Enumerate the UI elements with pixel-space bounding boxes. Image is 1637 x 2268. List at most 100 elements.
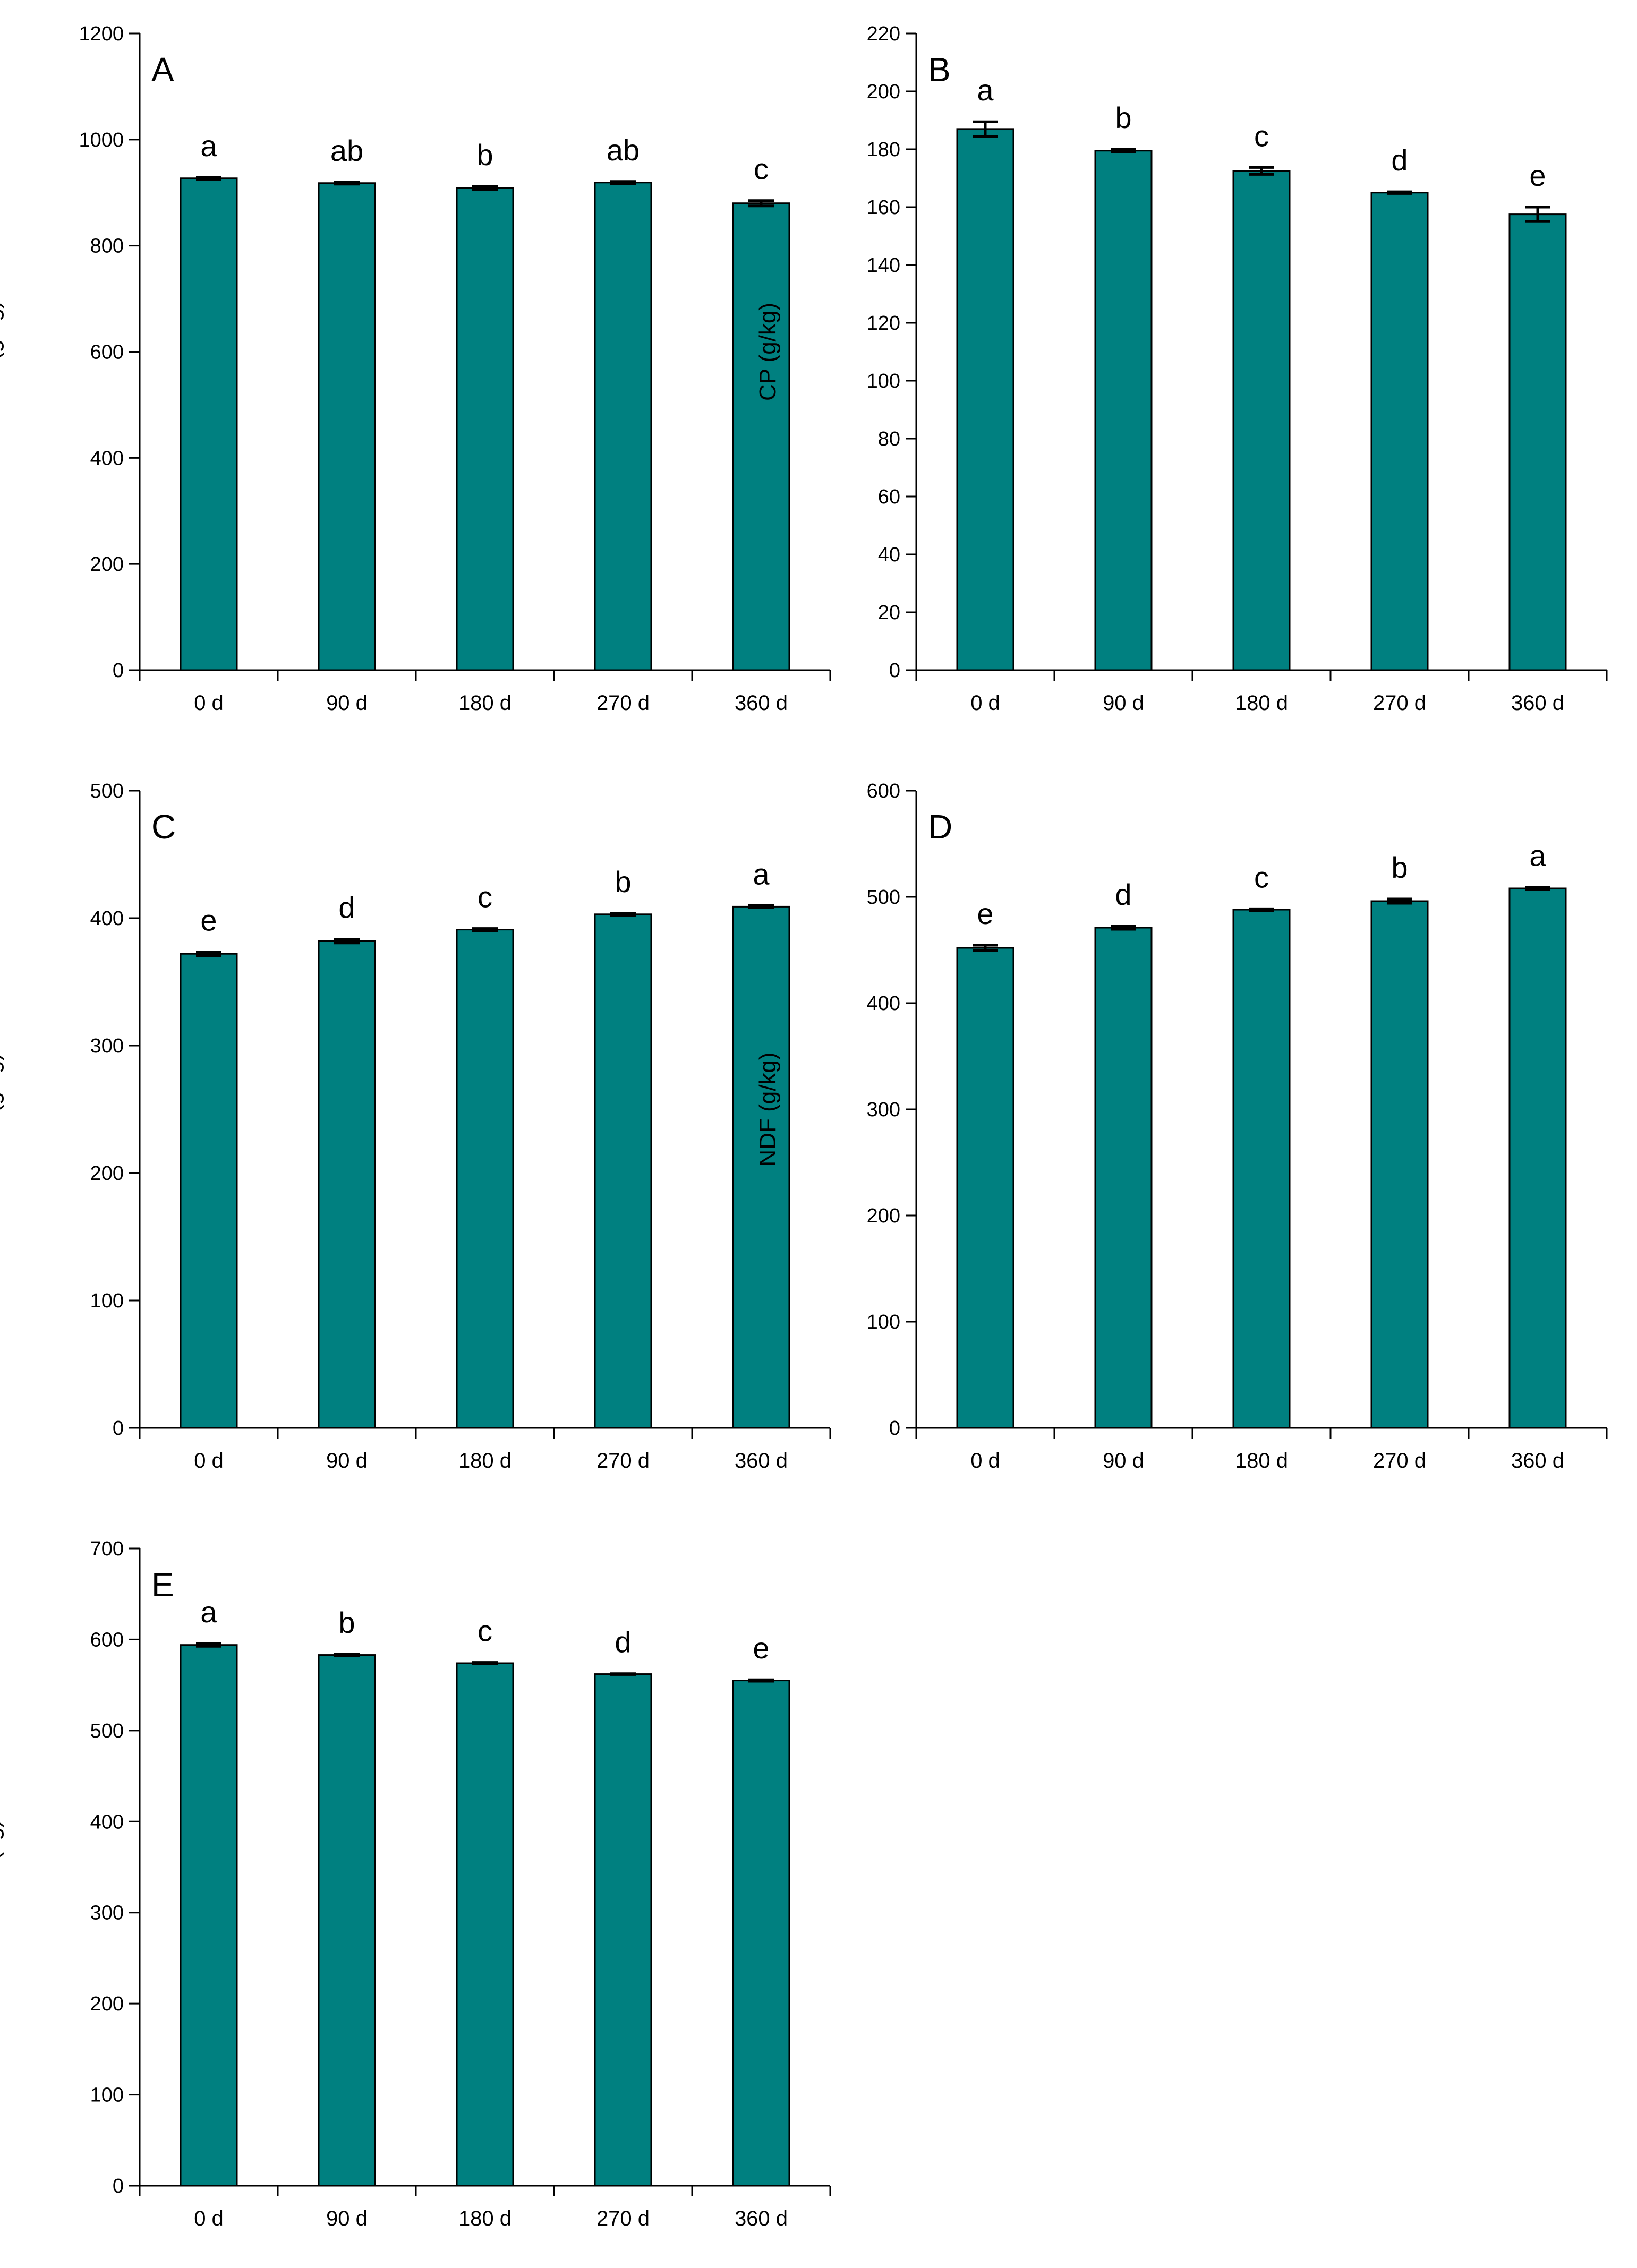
chart-panel-b: a b c d e 0 20 40 60 80 100 120 140 160 180 200 220 0 d 90… xyxy=(755,23,1608,715)
significance-label: e xyxy=(200,904,217,937)
y-axis-title: NDF (g/kg) xyxy=(755,1052,781,1166)
bar xyxy=(456,187,514,671)
y-tick-label: 400 xyxy=(90,1811,124,1833)
error-bar xyxy=(610,1672,636,1676)
bar xyxy=(318,182,376,671)
x-tick-label: 0 d xyxy=(194,691,224,715)
error-bar xyxy=(610,180,636,185)
error-bar xyxy=(748,904,774,909)
y-tick-label: 1200 xyxy=(79,23,124,45)
x-tick-label: 270 d xyxy=(596,2207,650,2230)
x-tick-label: 180 d xyxy=(458,691,511,715)
y-tick-label: 500 xyxy=(90,1720,124,1742)
bar xyxy=(1508,887,1567,1429)
y-tick-label: 180 xyxy=(867,139,900,161)
significance-label: ab xyxy=(607,133,640,167)
y-tick-label: 300 xyxy=(90,1035,124,1057)
panel-letter: C xyxy=(151,808,176,846)
y-tick-label: 700 xyxy=(90,1538,124,1560)
significance-label: c xyxy=(1254,860,1269,894)
panel-letter: E xyxy=(151,1565,174,1604)
bar xyxy=(1094,150,1153,671)
y-tick-label: 80 xyxy=(878,428,900,450)
y-tick-label: 100 xyxy=(90,1290,124,1312)
bar xyxy=(1370,192,1429,671)
panel-letter: D xyxy=(928,808,952,846)
error-bar xyxy=(1111,925,1136,931)
error-bar xyxy=(196,951,221,957)
bar xyxy=(1370,900,1429,1429)
error-bar xyxy=(334,1653,360,1657)
y-tick-label: 0 xyxy=(113,2175,124,2197)
error-bar xyxy=(973,120,998,138)
significance-label: c xyxy=(478,1614,492,1648)
x-tick-label: 90 d xyxy=(1103,1449,1144,1473)
error-bar xyxy=(196,1642,221,1648)
significance-label: e xyxy=(1529,159,1546,192)
bar xyxy=(594,182,652,671)
significance-label: d xyxy=(615,1625,631,1659)
error-bar xyxy=(1249,907,1274,912)
y-tick-label: 0 xyxy=(113,1417,124,1440)
y-tick-label: 20 xyxy=(878,602,900,624)
y-tick-label: 0 xyxy=(113,660,124,682)
x-tick-label: 0 d xyxy=(194,1449,224,1473)
y-tick-label: 100 xyxy=(867,1311,900,1333)
y-tick-label: 500 xyxy=(90,780,124,802)
y-tick-label: 200 xyxy=(90,553,124,576)
bar xyxy=(956,947,1014,1429)
x-tick-label: 0 d xyxy=(970,1449,1000,1473)
bar xyxy=(180,177,238,671)
significance-label: e xyxy=(977,897,993,930)
significance-label: a xyxy=(1529,839,1546,872)
bar xyxy=(956,128,1014,671)
significance-label: b xyxy=(338,1606,355,1639)
y-tick-label: 140 xyxy=(867,254,900,277)
bar xyxy=(594,1673,652,2187)
bar xyxy=(180,953,238,1429)
y-tick-label: 500 xyxy=(867,886,900,909)
bar xyxy=(732,905,790,1429)
panel-letter: B xyxy=(928,50,951,89)
y-tick-label: 300 xyxy=(90,1902,124,1924)
significance-label: e xyxy=(753,1631,769,1665)
significance-label: ab xyxy=(330,134,363,167)
y-tick-label: 60 xyxy=(878,486,900,508)
panel-letter: A xyxy=(151,50,174,89)
x-tick-label: 180 d xyxy=(458,2207,511,2230)
bar xyxy=(456,1662,514,2187)
x-tick-label: 270 d xyxy=(1373,1449,1426,1473)
y-tick-label: 0 xyxy=(889,1417,900,1440)
x-tick-label: 180 d xyxy=(458,1449,511,1473)
chart-panel-e: a b c d e 0 100 200 300 400 500 600 700 0 d 90 d 180 d 2… xyxy=(0,1538,831,2230)
error-bar xyxy=(196,176,221,181)
y-tick-label: 100 xyxy=(867,370,900,392)
y-tick-label: 200 xyxy=(90,1162,124,1185)
significance-label: d xyxy=(1115,878,1131,911)
x-tick-label: 180 d xyxy=(1235,691,1288,715)
y-tick-label: 800 xyxy=(90,235,124,258)
error-bar xyxy=(334,938,360,945)
y-tick-label: 600 xyxy=(90,1629,124,1651)
y-tick-label: 200 xyxy=(90,1993,124,2015)
y-tick-label: 220 xyxy=(867,23,900,45)
x-tick-label: 0 d xyxy=(970,691,1000,715)
significance-label: a xyxy=(977,73,994,107)
error-bar xyxy=(1249,166,1274,176)
error-bar xyxy=(1387,190,1412,195)
x-tick-label: 360 d xyxy=(1511,691,1564,715)
bar xyxy=(1232,909,1291,1429)
error-bar xyxy=(472,185,498,191)
y-tick-label: 1000 xyxy=(79,129,124,151)
y-tick-label: 200 xyxy=(867,1205,900,1227)
x-tick-label: 90 d xyxy=(1103,691,1144,715)
bar xyxy=(1094,927,1153,1429)
chart-panel-c: e d c b a 0 100 200 300 400 500 0 d 90 d 180 d 270 d 36… xyxy=(0,780,831,1473)
chart-panel-a: a ab b ab c 0 200 400 600 800 1000 1200 0 d 90 d 180 d… xyxy=(0,23,831,715)
significance-label: a xyxy=(753,857,770,891)
x-tick-label: 180 d xyxy=(1235,1449,1288,1473)
error-bar xyxy=(1111,148,1136,153)
significance-label: c xyxy=(478,880,492,914)
x-tick-label: 360 d xyxy=(735,2207,788,2230)
